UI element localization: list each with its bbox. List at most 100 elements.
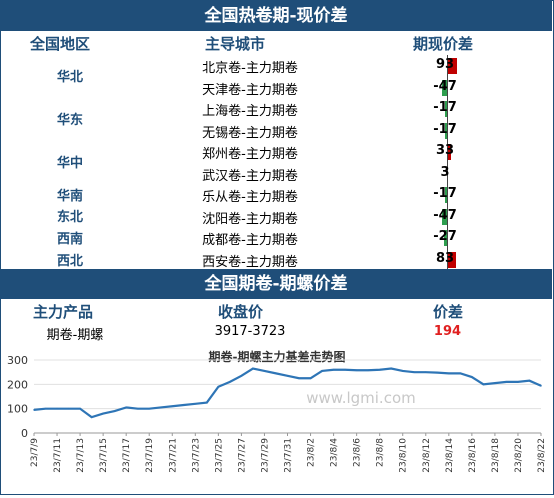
data-point xyxy=(355,369,358,372)
data-point xyxy=(79,407,81,410)
basis-chart: 期卷-期螺主力基差走势图 www.lgmi.com 0 100 200 300 23/7/9… xyxy=(1,345,553,494)
y-tick-label: 0 xyxy=(21,427,28,440)
x-tick-label: 23/8/6 xyxy=(353,438,363,467)
spread-value: -17 xyxy=(433,121,457,137)
spread-value: -17 xyxy=(433,100,457,115)
spread-value: 33 xyxy=(435,143,455,158)
data-point xyxy=(113,410,116,412)
y-tick-label: 100 xyxy=(7,403,28,416)
spread-value: 93 xyxy=(435,57,455,72)
spread-bar xyxy=(441,208,447,225)
spread-bar xyxy=(444,230,447,246)
city-label: 沈阳卷-主力期卷 xyxy=(202,211,298,227)
header-region: 全国地区 xyxy=(30,35,91,53)
city-label: 郑州卷-主力期卷 xyxy=(202,147,298,162)
spread-bar xyxy=(445,101,447,117)
x-tick-label: 23/7/11 xyxy=(53,438,63,473)
spread-value: -17 xyxy=(433,186,457,201)
close-price: 3917-3723 xyxy=(214,324,286,339)
data-point xyxy=(528,379,531,382)
x-tick-label: 23/7/23 xyxy=(191,438,201,473)
spread-value: -47 xyxy=(433,78,457,94)
x-tick-label: 23/8/22 xyxy=(537,438,547,473)
region-dongbei: 东北 xyxy=(56,210,83,225)
spot-futures-title: 全国热卷期-现价差 xyxy=(0,1,552,31)
data-point xyxy=(206,401,208,404)
region-huanan: 华南 xyxy=(56,189,83,204)
spread-bar xyxy=(445,122,447,139)
data-point xyxy=(378,368,381,371)
data-point xyxy=(194,403,197,405)
x-tick-label: 23/8/16 xyxy=(468,438,478,473)
data-point xyxy=(67,407,70,410)
header-city: 主导城市 xyxy=(205,35,266,53)
data-point xyxy=(148,407,151,410)
data-point xyxy=(263,370,266,372)
data-point xyxy=(413,371,416,373)
data-point xyxy=(217,385,220,388)
data-point xyxy=(494,382,496,384)
region-xibei: 西北 xyxy=(56,254,83,269)
futures-spread-title: 全国期卷-期螺价差 xyxy=(0,269,552,299)
data-point xyxy=(182,404,185,406)
y-tick-label: 200 xyxy=(7,378,28,391)
spread-value: 194 xyxy=(433,324,462,339)
x-tick-label: 23/7/29 xyxy=(260,438,270,473)
data-point xyxy=(540,384,542,387)
region-huazhong: 华中 xyxy=(56,156,83,171)
x-tick-label: 23/7/19 xyxy=(145,438,155,473)
spread-bar xyxy=(447,251,456,268)
region-huadong: 华东 xyxy=(56,113,83,128)
data-point xyxy=(159,406,162,409)
city-label: 天津卷-主力期卷 xyxy=(202,82,298,98)
x-tick-label: 23/7/17 xyxy=(122,438,132,473)
spread-bar xyxy=(447,144,451,160)
data-point xyxy=(321,370,323,372)
data-point xyxy=(505,381,508,383)
data-point xyxy=(436,371,439,374)
data-point xyxy=(171,405,174,408)
data-point xyxy=(459,372,462,375)
data-point xyxy=(56,407,58,410)
bar-zero-line xyxy=(447,55,448,269)
city-label: 武汉卷-主力期卷 xyxy=(202,168,298,184)
data-point xyxy=(136,407,139,410)
city-label: 无锡卷-主力期卷 xyxy=(202,125,298,141)
data-point xyxy=(286,375,289,377)
city-label: 乐从卷-主力期卷 xyxy=(202,190,298,205)
x-tick-label: 23/8/8 xyxy=(376,438,386,467)
x-tick-label: 23/8/12 xyxy=(422,438,432,473)
x-tick-label: 23/8/20 xyxy=(514,438,524,473)
x-tick-label: 23/7/27 xyxy=(237,438,247,473)
x-tick-label: 23/7/15 xyxy=(99,438,109,473)
product-name: 期卷-期螺 xyxy=(46,328,104,343)
data-point xyxy=(298,377,300,380)
data-point xyxy=(275,372,277,375)
data-point xyxy=(401,370,404,372)
data-point xyxy=(482,383,485,386)
x-tick-label: 23/7/21 xyxy=(168,438,178,473)
data-point xyxy=(471,376,473,378)
data-point xyxy=(309,377,312,380)
spread-value: -47 xyxy=(433,207,457,223)
region-xinan: 西南 xyxy=(56,232,83,247)
y-tick-label: 300 xyxy=(7,354,28,367)
header-diff: 价差 xyxy=(433,303,464,321)
data-point xyxy=(229,381,231,383)
data-point xyxy=(44,407,47,410)
data-point xyxy=(240,375,243,377)
header-close: 收盘价 xyxy=(218,303,264,321)
header-spread: 期现价差 xyxy=(413,35,474,53)
spread-bar xyxy=(441,79,447,96)
spread-value: 83 xyxy=(435,250,455,266)
header-product: 主力产品 xyxy=(33,303,94,321)
data-point xyxy=(448,372,450,375)
spread-value: 3 xyxy=(440,164,450,180)
data-point xyxy=(33,409,35,411)
x-tick-label: 23/8/18 xyxy=(491,438,501,473)
x-tick-label: 23/8/14 xyxy=(445,438,455,473)
x-tick-label: 23/8/4 xyxy=(330,438,340,467)
x-tick-label: 23/7/13 xyxy=(76,438,86,473)
chart-title: 期卷-期螺主力基差走势图 xyxy=(209,349,346,364)
